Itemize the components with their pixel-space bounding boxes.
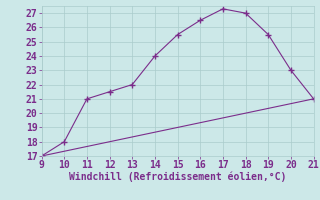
X-axis label: Windchill (Refroidissement éolien,°C): Windchill (Refroidissement éolien,°C) <box>69 172 286 182</box>
